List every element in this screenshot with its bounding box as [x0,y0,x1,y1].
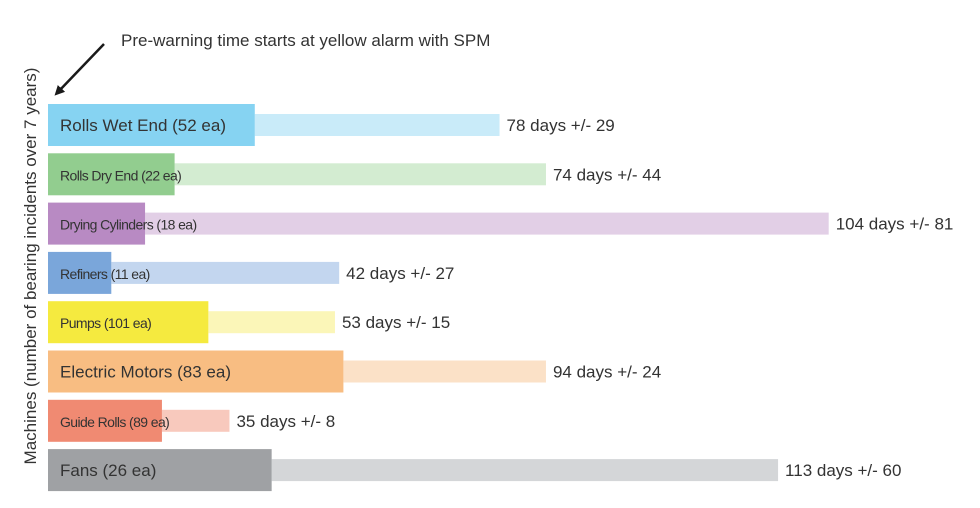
bar [48,104,255,146]
bar [48,251,112,294]
bar-range-extension [271,459,779,482]
value-label: 35 days +/- 8 [236,412,335,431]
value-label: 74 days +/- 44 [553,165,661,184]
bar [48,399,162,442]
value-label: 42 days +/- 27 [346,264,454,283]
bar [48,153,175,196]
bar-range-extension [208,311,335,334]
annotation-arrow [54,43,105,96]
bar [48,301,209,344]
value-label: 113 days +/- 60 [785,461,901,480]
bar-range-extension [174,163,546,186]
bar-range-extension [343,360,546,383]
value-label: 94 days +/- 24 [553,363,661,382]
category-label: Guide Rolls (89 ea) [60,414,169,430]
bars-group: Rolls Wet End (52 ea) 78 days +/- 29 Rolls… [48,104,954,492]
bar-range-extension [145,212,829,235]
category-label: Drying Cylinders (18 ea) [60,217,197,233]
category-label: Refiners (11 ea) [60,266,150,282]
bar-range-extension [161,409,230,432]
annotation-text: Pre-warning time starts at yellow alarm … [121,31,490,50]
category-label: Rolls Wet End (52 ea) [60,116,226,135]
value-label: 78 days +/- 29 [507,116,615,135]
bar [48,449,272,492]
category-label: Electric Motors (83 ea) [60,363,231,382]
bar-range-extension [111,261,340,284]
category-label: Rolls Dry End (22 ea) [60,167,181,183]
bar-range-extension [254,114,500,136]
value-label: 53 days +/- 15 [342,313,450,332]
bar [48,202,146,245]
category-label: Fans (26 ea) [60,461,156,480]
category-label: Pumps (101 ea) [60,315,151,331]
bar [48,350,344,393]
y-axis-label: Machines (number of bearing incidents ov… [21,68,40,465]
value-label: 104 days +/- 81 [836,215,954,234]
